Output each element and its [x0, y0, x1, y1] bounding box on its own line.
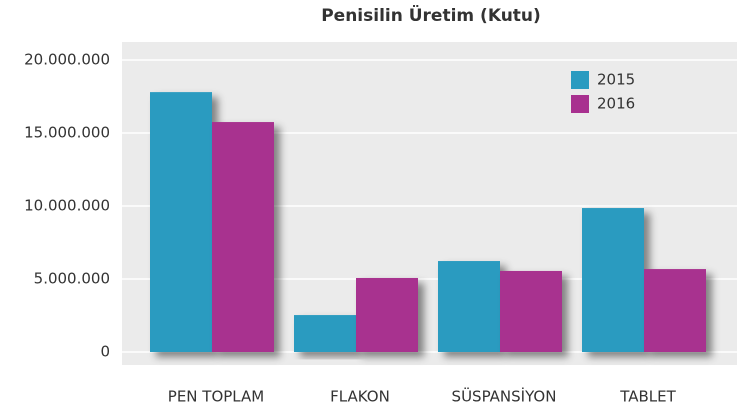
x-tick-label: PEN TOPLAM: [168, 388, 264, 406]
y-tick-label: 15.000.000: [24, 124, 110, 142]
y-tick-label: 10.000.000: [24, 197, 110, 215]
bar: [294, 315, 356, 352]
y-tick-label: 20.000.000: [24, 51, 110, 69]
chart-title: Penisilin Üretim (Kutu): [321, 4, 541, 26]
legend-label: 2016: [597, 95, 635, 113]
bar: [582, 208, 644, 352]
legend-swatch: [571, 95, 589, 113]
x-tick-label: SÜSPANSİYON: [452, 387, 557, 406]
y-tick-label: 0: [100, 343, 110, 361]
legend-swatch: [571, 71, 589, 89]
y-tick-label: 5.000.000: [34, 270, 110, 288]
bar: [500, 270, 562, 352]
x-tick-label: FLAKON: [330, 388, 390, 406]
bar: [150, 92, 212, 353]
legend-label: 2015: [597, 71, 635, 89]
bar: [212, 122, 274, 352]
bar: [644, 269, 706, 352]
bar: [438, 261, 500, 352]
x-tick-label: TABLET: [619, 388, 676, 406]
bar: [356, 277, 418, 352]
